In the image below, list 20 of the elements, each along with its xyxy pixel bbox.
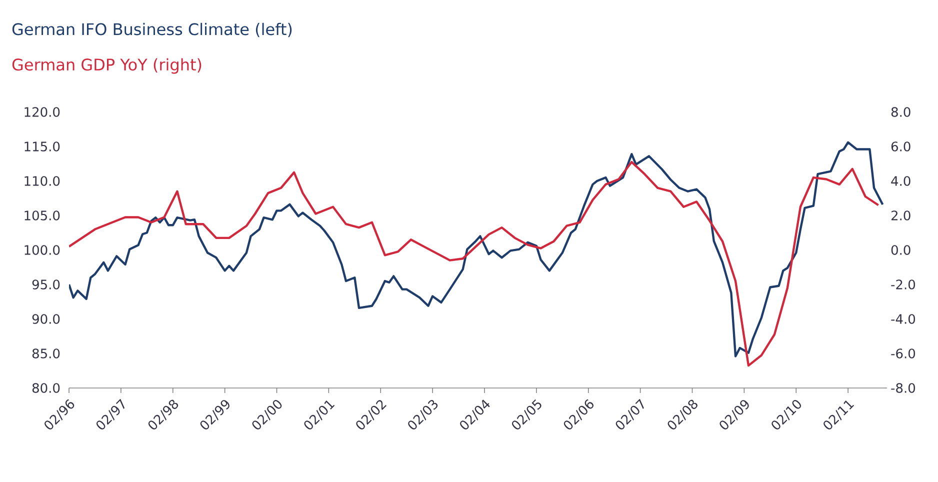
y-tick-label: 95.0	[32, 280, 60, 290]
y-tick-label: 90.0	[32, 314, 60, 324]
y-tick-label: 100.0	[24, 245, 60, 255]
y-tick-label: 120.0	[24, 107, 60, 117]
y2-tick-label: 8.0	[891, 107, 910, 117]
y-tick-label: 110.0	[24, 176, 60, 186]
y2-tick-label: -8.0	[891, 383, 916, 393]
text: German GDP YoY (right)	[12, 58, 202, 74]
y-tick-label: 115.0	[24, 142, 60, 152]
y2-tick-label: 6.0	[891, 142, 910, 152]
y2-tick-label: -4.0	[891, 314, 916, 324]
y-tick-label: 105.0	[24, 210, 60, 220]
y-tick-label: 80.0	[32, 383, 60, 393]
y2-tick-label: 0.0	[891, 245, 910, 255]
y2-tick-label: -2.0	[891, 280, 916, 290]
y2-tick-label: 2.0	[891, 210, 910, 220]
y2-tick-label: -6.0	[891, 348, 916, 358]
text: German IFO Business Climate (left)	[12, 22, 292, 38]
y2-tick-label: 4.0	[891, 176, 910, 186]
y-tick-label: 85.0	[32, 348, 60, 358]
